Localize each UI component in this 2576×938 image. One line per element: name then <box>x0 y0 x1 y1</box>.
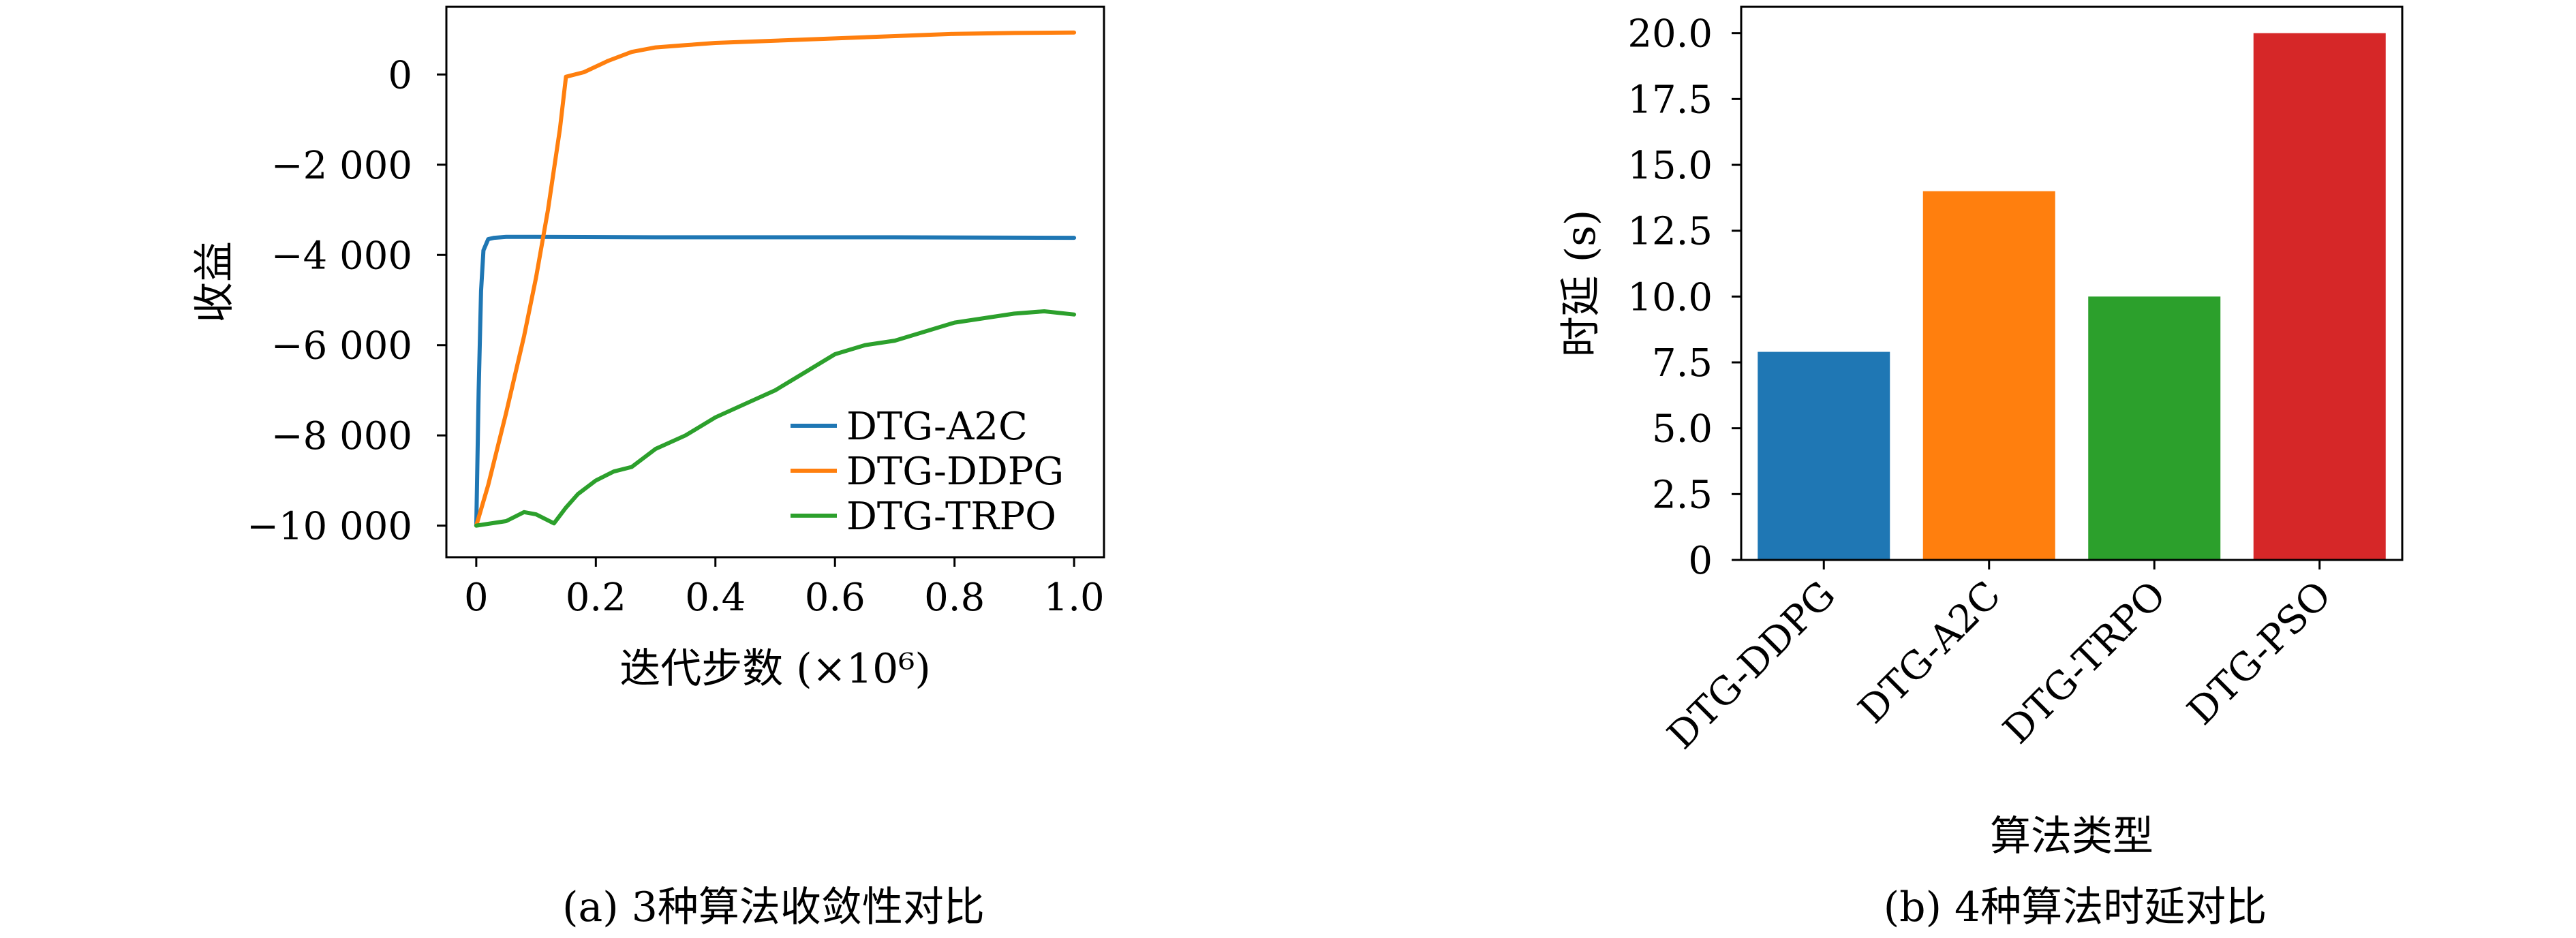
b-x-tick-label: DTG-DDPG <box>1659 573 1845 758</box>
b-x-axis-label: 算法类型 <box>1990 813 2153 860</box>
a-y-tick-label: −8 000 <box>271 414 412 458</box>
a-series-line-1 <box>474 30 1077 528</box>
a-x-axis-label: 迭代步数 (×10⁶) <box>619 645 931 693</box>
b-y-tick-label: 10.0 <box>1627 275 1713 319</box>
a-x-tick-label: 0.2 <box>566 576 626 620</box>
a-x-tick-label: 1.0 <box>1044 576 1105 620</box>
b-y-tick-label: 12.5 <box>1627 210 1713 254</box>
a-series-group <box>474 30 1077 528</box>
a-y-tick-label: 0 <box>388 53 412 97</box>
b-y-tick-label: 5.0 <box>1652 407 1713 452</box>
a-x-tick-label: 0.6 <box>805 576 865 620</box>
b-y-axis-label: 时延 (s) <box>1557 210 1605 358</box>
b-bar-3 <box>2253 33 2386 560</box>
a-series-line-2 <box>474 309 1077 528</box>
b-y-tick-label: 2.5 <box>1652 473 1713 517</box>
b-plot-frame <box>1740 5 2404 561</box>
b-x-tick-label: DTG-PSO <box>2179 573 2340 734</box>
b-x-tick-label: DTG-TRPO <box>1995 573 2175 753</box>
a-y-tick-label: −2 000 <box>271 144 412 188</box>
b-bar-0 <box>1758 351 1890 560</box>
a-x-tick-label: 0 <box>464 576 489 620</box>
b-y-tick-label: 0 <box>1688 539 1713 583</box>
a-caption: (a) 3种算法收敛性对比 <box>562 884 985 931</box>
b-y-tick-label: 7.5 <box>1652 341 1713 386</box>
a-y-axis-label: 收益 <box>191 241 239 323</box>
b-y-tick-label: 20.0 <box>1627 12 1713 57</box>
a-plot-frame <box>445 5 1105 559</box>
a-y-ticks: 0 −2 000 −4 000 −6 000 −8 000 −10 000 <box>247 53 446 549</box>
b-x-tick-label: DTG-A2C <box>1850 573 2010 732</box>
b-y-tick-label: 15.0 <box>1627 144 1713 188</box>
chart-a: 0 0.2 0.4 0.6 0.8 1.0 0 −2 000 −4 000 −6 000 −8 0… <box>191 5 1105 931</box>
a-series-line-0 <box>474 234 1077 528</box>
b-y-ticks: 0 2.5 5.0 7.5 10.0 12.5 15.0 17.5 20.0 <box>1627 12 1741 583</box>
b-bar-1 <box>1922 191 2055 561</box>
a-y-tick-label: −10 000 <box>247 505 412 549</box>
a-x-ticks: 0 0.2 0.4 0.6 0.8 1.0 <box>464 557 1105 620</box>
a-x-tick-label: 0.4 <box>685 576 746 620</box>
b-bars-group <box>1758 33 2386 561</box>
a-legend-label-2: DTG-TRPO <box>846 495 1056 539</box>
b-caption: (b) 4种算法时延对比 <box>1884 884 2267 931</box>
a-y-tick-label: −6 000 <box>271 324 412 369</box>
b-bar-2 <box>2088 296 2221 560</box>
a-legend-label-0: DTG-A2C <box>846 405 1028 449</box>
a-x-tick-label: 0.8 <box>924 576 985 620</box>
a-y-tick-label: −4 000 <box>271 234 412 278</box>
b-y-tick-label: 17.5 <box>1627 78 1713 122</box>
a-legend-label-1: DTG-DDPG <box>846 450 1064 494</box>
